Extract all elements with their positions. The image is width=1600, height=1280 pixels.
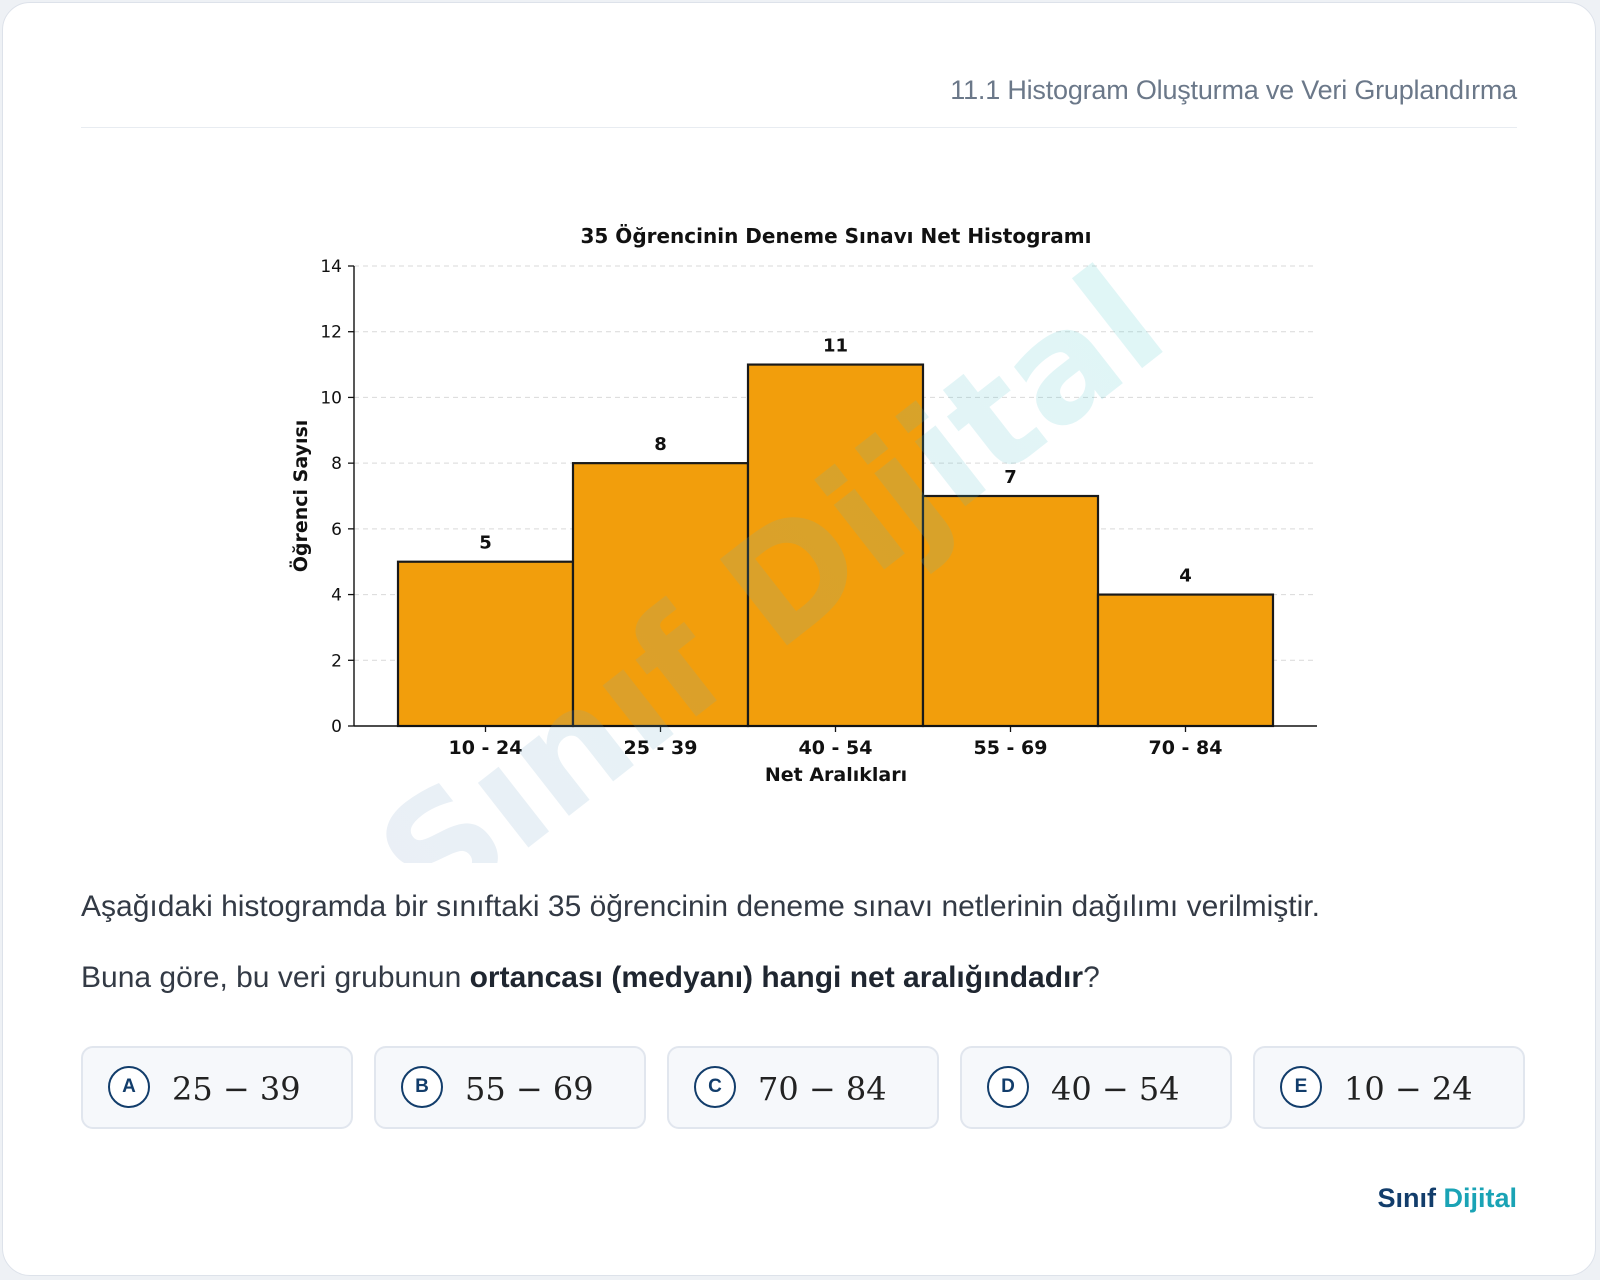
chart-title: 35 Öğrencinin Deneme Sınavı Net Histogra… bbox=[581, 224, 1092, 248]
brand-part1: Sınıf bbox=[1377, 1183, 1444, 1213]
option-letter-a: A bbox=[108, 1066, 150, 1108]
bar bbox=[746, 363, 925, 728]
prompt-suffix: ? bbox=[1083, 961, 1100, 994]
axes: 0 2 4 6 8 10 12 14 10 - 24 25 - 39 40 - 54 55 - 69 7… bbox=[320, 257, 1317, 759]
y-tick-label: 6 bbox=[331, 520, 342, 540]
option-value-d: 40 − 54 bbox=[1051, 1070, 1180, 1108]
y-tick-label: 8 bbox=[331, 454, 342, 474]
question-intro: Aşağıdaki histogramda bir sınıftaki 35 ö… bbox=[81, 890, 1320, 923]
x-axis-label: Net Aralıkları bbox=[765, 764, 907, 786]
data-labels: 5 8 11 7 4 bbox=[479, 336, 1192, 587]
x-tick-label: 55 - 69 bbox=[974, 737, 1048, 759]
option-value-e: 10 − 24 bbox=[1344, 1070, 1473, 1108]
x-tick-label: 25 - 39 bbox=[624, 737, 698, 759]
prompt-prefix: Buna göre, bu veri grubunun bbox=[81, 961, 470, 994]
option-d[interactable]: D 40 − 54 bbox=[960, 1046, 1232, 1129]
data-label: 7 bbox=[1004, 467, 1017, 488]
option-letter-e: E bbox=[1280, 1066, 1322, 1108]
x-tick-label: 10 - 24 bbox=[449, 737, 523, 759]
y-axis-label: Öğrenci Sayısı bbox=[288, 420, 312, 573]
y-tick-label: 10 bbox=[320, 388, 342, 408]
y-tick-label: 0 bbox=[331, 717, 342, 737]
y-tick-label: 2 bbox=[331, 651, 342, 671]
data-label: 11 bbox=[823, 336, 848, 357]
option-letter-b: B bbox=[401, 1066, 443, 1108]
y-tick-label: 12 bbox=[320, 323, 342, 343]
option-b[interactable]: B 55 − 69 bbox=[374, 1046, 646, 1129]
header-divider bbox=[81, 127, 1517, 128]
option-letter-d: D bbox=[987, 1066, 1029, 1108]
question-prompt: Buna göre, bu veri grubunun ortancası (m… bbox=[81, 961, 1521, 995]
section-title: 11.1 Histogram Oluşturma ve Veri Gruplan… bbox=[950, 75, 1517, 105]
option-e[interactable]: E 10 − 24 bbox=[1253, 1046, 1525, 1129]
bar bbox=[571, 462, 750, 728]
option-a[interactable]: A 25 − 39 bbox=[81, 1046, 353, 1129]
option-c[interactable]: C 70 − 84 bbox=[667, 1046, 939, 1129]
bars bbox=[396, 363, 1275, 728]
brand-logo: Sınıf Dijital bbox=[1377, 1183, 1517, 1214]
bar bbox=[1096, 593, 1275, 728]
option-value-c: 70 − 84 bbox=[758, 1070, 887, 1108]
x-tick-label: 70 - 84 bbox=[1149, 737, 1223, 759]
histogram-chart: 0 2 4 6 8 10 12 14 10 - 24 25 - 39 40 - 54 55 - 69 7… bbox=[288, 224, 1317, 863]
y-tick-label: 14 bbox=[320, 257, 342, 277]
brand-part2: Dijital bbox=[1443, 1183, 1517, 1213]
y-tick-label: 4 bbox=[331, 586, 342, 606]
option-letter-c: C bbox=[694, 1066, 736, 1108]
bar bbox=[396, 560, 575, 728]
prompt-bold: ortancası (medyanı) hangi net aralığında… bbox=[469, 961, 1084, 994]
data-label: 5 bbox=[479, 533, 492, 554]
data-label: 8 bbox=[654, 434, 667, 455]
data-label: 4 bbox=[1179, 566, 1192, 587]
x-tick-label: 40 - 54 bbox=[799, 737, 873, 759]
option-value-b: 55 − 69 bbox=[465, 1070, 594, 1108]
option-value-a: 25 − 39 bbox=[172, 1070, 301, 1108]
